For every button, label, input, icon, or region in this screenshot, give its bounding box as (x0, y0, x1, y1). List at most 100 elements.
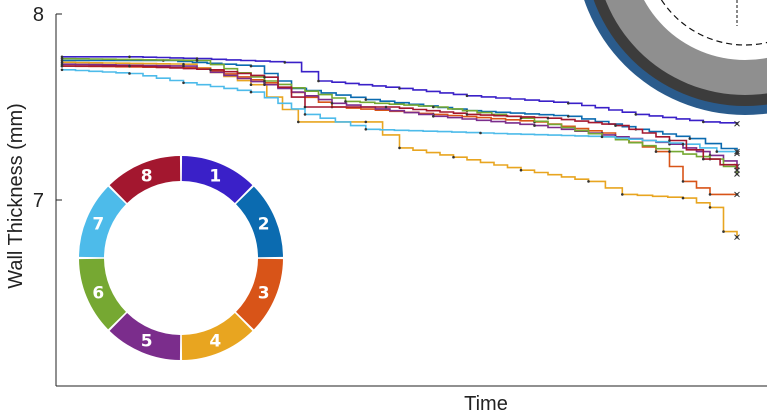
data-point (303, 113, 307, 116)
data-point (688, 137, 692, 140)
data-point (182, 62, 185, 66)
ring-segment-label: 8 (141, 166, 153, 186)
data-point (263, 75, 266, 79)
end-marker-7 (734, 148, 740, 155)
end-marker-1 (734, 120, 740, 127)
data-point (317, 79, 320, 83)
ring-segment-4 (181, 313, 253, 360)
data-point (60, 55, 64, 59)
y-ticks: 87 (33, 4, 62, 212)
data-point (182, 64, 185, 68)
data-point (60, 62, 64, 66)
series-layer (60, 55, 740, 241)
data-point (195, 59, 199, 62)
data-point (452, 155, 455, 159)
data-point (708, 206, 712, 209)
data-point (364, 120, 368, 124)
data-point (519, 168, 523, 172)
data-point (479, 131, 482, 135)
ring-segment-label: 6 (92, 283, 104, 303)
data-point (634, 113, 638, 116)
data-point (60, 61, 64, 64)
data-point (128, 55, 131, 59)
data-point (182, 81, 185, 85)
data-point (668, 150, 671, 153)
data-point (702, 157, 705, 161)
end-marker-4 (734, 234, 740, 241)
data-point (364, 128, 368, 131)
ring-segment-label: 1 (209, 166, 221, 186)
ring-segment-label: 5 (141, 332, 153, 352)
series-1 (60, 55, 740, 127)
data-point (263, 83, 266, 86)
data-point (195, 57, 199, 60)
data-point (60, 68, 64, 72)
data-point (263, 79, 266, 83)
data-point (722, 230, 725, 233)
data-point (567, 115, 570, 118)
data-point (621, 193, 624, 196)
ring-segment-label: 7 (92, 215, 104, 235)
data-point (465, 113, 469, 116)
end-marker-8 (734, 167, 740, 174)
series-line-8 (62, 65, 738, 171)
ring-segment-label: 4 (209, 332, 221, 352)
data-point (297, 120, 300, 124)
data-point (567, 102, 570, 105)
series-line-4 (62, 61, 738, 238)
data-point (249, 90, 253, 94)
series-7 (60, 68, 740, 155)
series-8 (60, 64, 740, 174)
data-point (60, 64, 64, 68)
data-point (249, 83, 253, 86)
y-tick-label: 7 (33, 190, 44, 212)
ring-segment-7 (79, 186, 126, 258)
ring-segment-2 (236, 186, 283, 258)
data-point (668, 139, 671, 142)
data-point (128, 64, 131, 68)
end-marker-3 (734, 191, 740, 198)
data-point (465, 94, 469, 98)
y-tick-label: 8 (33, 4, 44, 26)
data-point (60, 59, 64, 62)
data-point (587, 180, 590, 183)
data-point (364, 98, 368, 101)
data-point (303, 105, 307, 109)
data-point (600, 135, 604, 139)
data-point (681, 142, 685, 146)
data-point (614, 124, 617, 127)
data-point (432, 105, 435, 109)
ring-segment-1 (181, 156, 253, 203)
ring-segment-6 (79, 258, 126, 330)
data-point (330, 102, 334, 105)
ring-segment-label: 2 (258, 215, 270, 235)
data-point (681, 196, 685, 200)
data-point (654, 150, 658, 153)
ring-segment-5 (109, 313, 181, 360)
data-point (702, 120, 705, 124)
x-axis-title: Time (464, 393, 508, 415)
data-point (708, 193, 712, 196)
data-point (432, 115, 435, 118)
data-point (398, 146, 401, 150)
data-point (283, 61, 287, 64)
data-point (344, 100, 347, 103)
data-point (384, 105, 388, 109)
y-axis-title: Wall Thickness (mm) (5, 103, 27, 289)
data-point (533, 124, 536, 127)
series-line-6 (62, 57, 738, 174)
data-point (398, 87, 401, 90)
ring-segment-8 (109, 156, 181, 203)
data-point (249, 64, 253, 68)
ring-segment-3 (236, 258, 283, 330)
data-point (60, 57, 64, 60)
data-point (715, 150, 719, 153)
series-4 (60, 61, 740, 241)
data-point (209, 68, 212, 72)
data-point (128, 72, 131, 75)
data-point (681, 180, 685, 183)
data-point (546, 116, 550, 120)
series-line-7 (62, 69, 737, 153)
ring-segment-label: 3 (258, 283, 270, 303)
